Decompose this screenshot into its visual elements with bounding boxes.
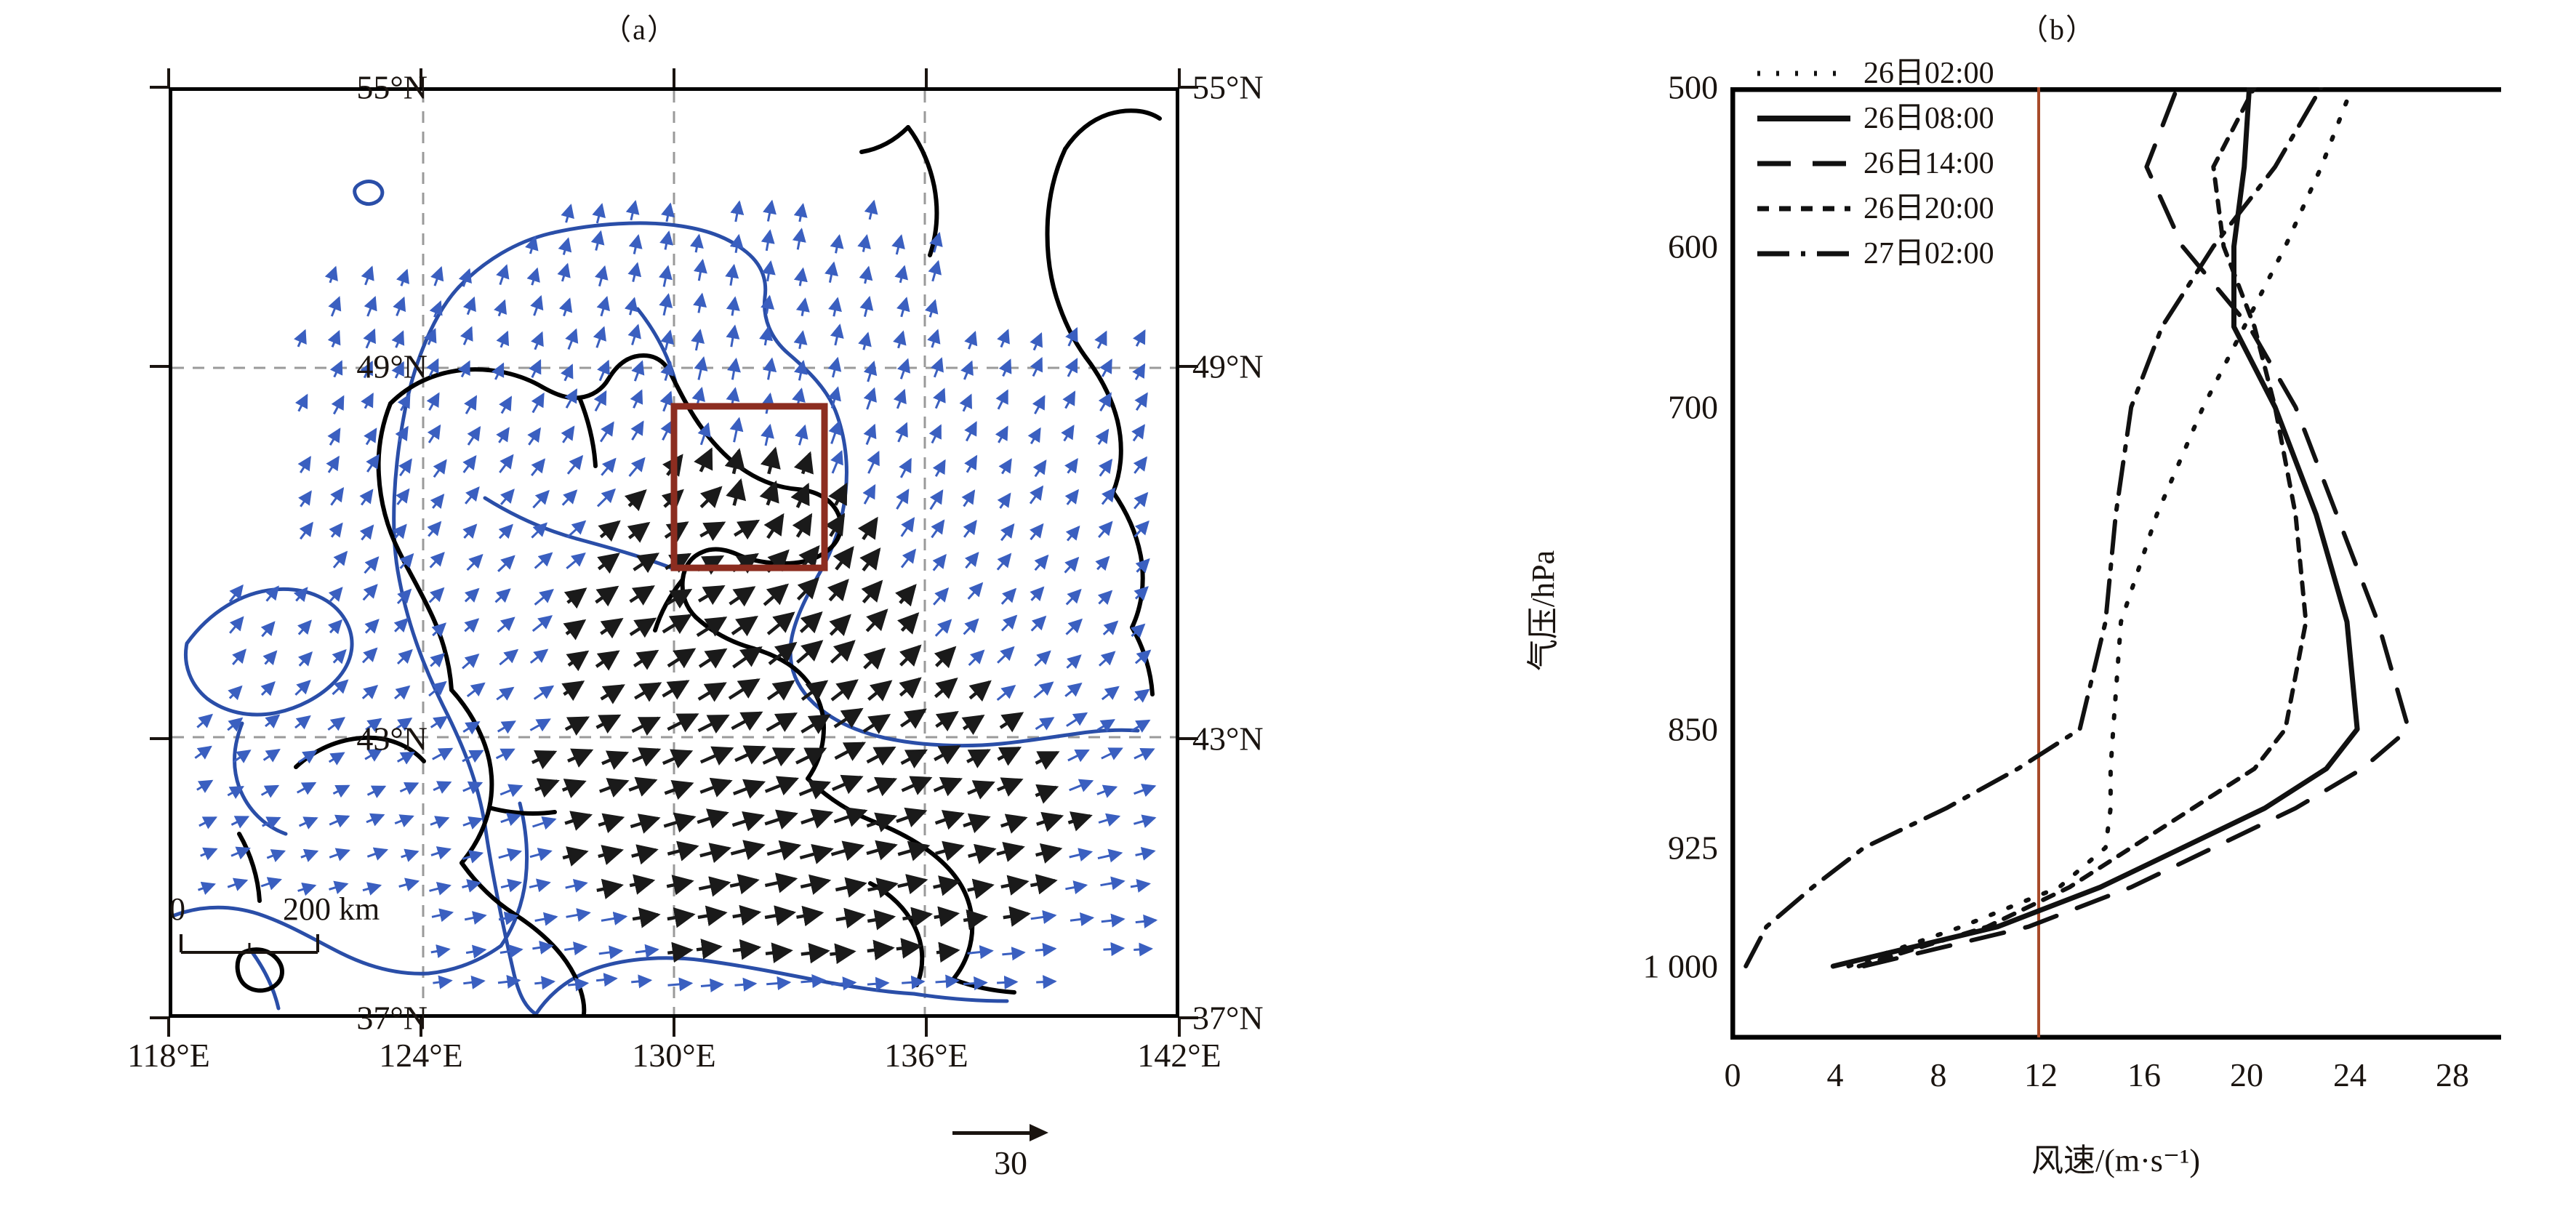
legend-item-0[interactable]: 26日02:00 <box>1756 51 1994 96</box>
wind-vectors-blue <box>194 199 1158 992</box>
panel-a-map: （a） <box>127 13 1264 1180</box>
map-plot-area: 0 200 km <box>169 87 1179 1018</box>
profile-line-2 <box>1861 87 2411 968</box>
legend-item-2[interactable]: 26日14:00 <box>1756 141 1994 186</box>
lat-label-right-37: 37°N <box>1192 999 1264 1037</box>
x-axis-label: 风速/(m·s⁻¹) <box>2031 1143 2200 1178</box>
x-tick-12: 12 <box>2024 1056 2058 1093</box>
lat-label-left-37: 37°N <box>356 999 428 1037</box>
profile-plot-area <box>1730 87 2501 1040</box>
legend-label-4: 27日02:00 <box>1863 237 1994 270</box>
map-svg <box>172 91 1176 1014</box>
profile-series-layer <box>1744 87 2411 969</box>
legend-swatch-icon-4 <box>1756 244 1852 263</box>
x-tick-20: 20 <box>2230 1056 2263 1093</box>
legend-label-1: 26日08:00 <box>1863 102 1994 135</box>
y-tick-600: 600 <box>1668 228 1718 265</box>
lat-label-left-55: 55°N <box>356 68 428 106</box>
vector-scale-arrow-icon <box>945 1123 1076 1142</box>
legend-label-3: 26日20:00 <box>1863 192 1994 225</box>
lon-label-124: 124°E <box>379 1037 463 1074</box>
panel-b-title: （b） <box>2019 13 2096 46</box>
profile-line-1 <box>1830 87 2360 969</box>
lat-label-right-43: 43°N <box>1192 720 1264 758</box>
y-tick-700: 700 <box>1668 388 1718 426</box>
wind-vectors-dark <box>531 446 1093 965</box>
y-axis-label: 气压/hPa <box>1525 550 1561 672</box>
river-network <box>172 180 1140 1014</box>
scale-bar <box>180 934 319 954</box>
legend-item-4[interactable]: 27日02:00 <box>1756 231 1994 276</box>
x-tick-28: 28 <box>2436 1056 2469 1093</box>
y-tick-925: 925 <box>1668 829 1718 867</box>
lon-label-142: 142°E <box>1137 1037 1221 1074</box>
lon-label-136: 136°E <box>884 1037 968 1074</box>
lat-label-right-49: 49°N <box>1192 348 1264 385</box>
lat-label-right-55: 55°N <box>1192 68 1264 106</box>
legend-swatch-icon-1 <box>1756 109 1852 128</box>
profile-line-3 <box>1856 87 2308 968</box>
lon-label-130: 130°E <box>632 1037 716 1074</box>
coastline-borders <box>235 108 1162 1014</box>
legend-label-2: 26日14:00 <box>1863 147 1994 180</box>
scalebar-start-label: 0 <box>169 891 185 927</box>
panel-a-title: （a） <box>602 13 678 46</box>
x-tick-8: 8 <box>1930 1056 1947 1093</box>
legend-swatch-icon-0 <box>1756 64 1852 83</box>
y-tick-1000: 1 000 <box>1642 947 1719 985</box>
legend-item-3[interactable]: 26日20:00 <box>1756 186 1994 231</box>
x-tick-24: 24 <box>2333 1056 2367 1093</box>
vector-scale-value: 30 <box>994 1144 1027 1181</box>
y-tick-500: 500 <box>1668 68 1718 106</box>
profile-line-0 <box>1846 87 2355 968</box>
lat-label-left-43: 43°N <box>356 720 428 758</box>
y-tick-850: 850 <box>1668 710 1718 748</box>
scalebar-end-label: 200 km <box>283 891 380 927</box>
legend-swatch-icon-2 <box>1756 154 1852 173</box>
legend-item-1[interactable]: 26日08:00 <box>1756 96 1994 141</box>
panel-b-profile: （b） <box>1309 0 2576 1225</box>
x-tick-4: 4 <box>1826 1056 1844 1093</box>
roi-box <box>670 403 828 571</box>
lon-label-118: 118°E <box>127 1037 210 1074</box>
x-tick-16: 16 <box>2127 1056 2161 1093</box>
profile-line-4 <box>1744 87 2324 968</box>
profile-svg <box>1730 87 2501 1040</box>
x-tick-0: 0 <box>1724 1056 1741 1093</box>
legend-swatch-icon-3 <box>1756 199 1852 218</box>
lat-label-left-49: 49°N <box>356 348 428 385</box>
vector-scale-legend: 30 <box>945 1123 1076 1180</box>
legend-label-0: 26日02:00 <box>1863 57 1994 90</box>
profile-legend: 26日02:00 26日08:00 26日14:00 26日20:00 27日0… <box>1756 51 1994 276</box>
